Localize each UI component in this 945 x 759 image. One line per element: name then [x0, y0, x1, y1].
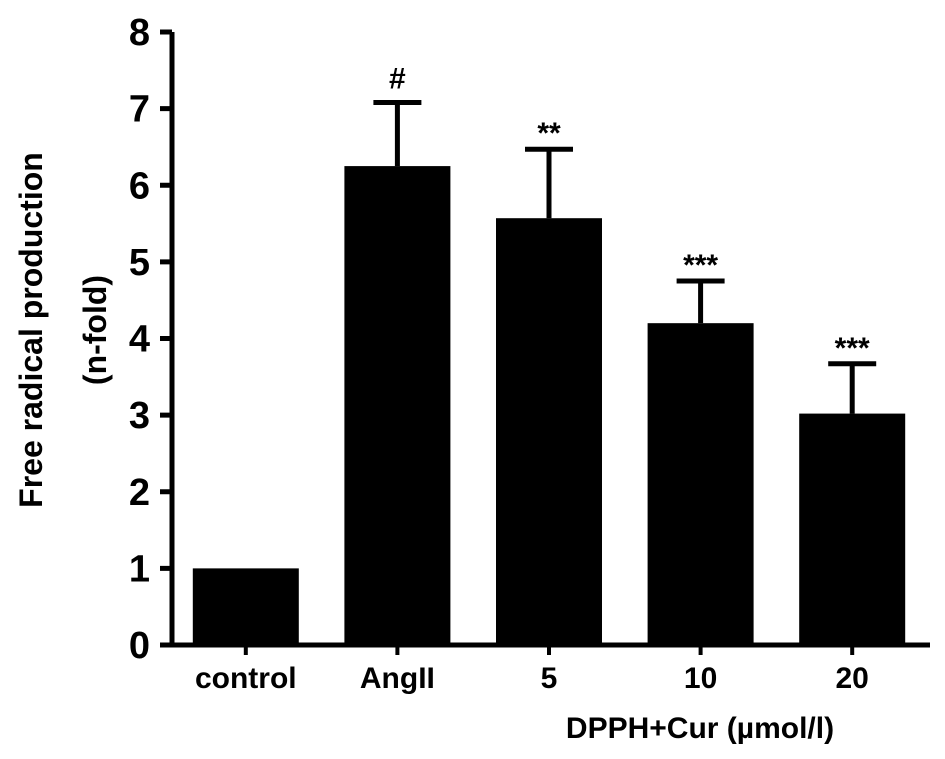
significance-marker: *** — [835, 332, 870, 365]
bar-20 — [799, 413, 906, 645]
x-tick-label: 5 — [541, 662, 558, 695]
significance-marker: # — [389, 62, 406, 95]
y-axis-label-line-2: (n-fold) — [77, 275, 113, 385]
y-tick-label: 0 — [129, 625, 150, 667]
y-tick-label: 4 — [129, 319, 150, 361]
bar-control — [192, 568, 299, 645]
bars — [192, 166, 906, 646]
significance-marker: *** — [683, 249, 718, 282]
y-axis-label-line-1: Free radical production — [13, 152, 49, 508]
bar-5 — [496, 218, 602, 646]
significance-marker: ** — [537, 117, 561, 150]
x-axis: control AngII 5 10 20 — [172, 642, 930, 695]
y-tick-label: 6 — [129, 165, 150, 207]
x-tick-label: AngII — [360, 662, 435, 695]
significance-annotations: #******** — [389, 62, 870, 364]
y-tick-label: 5 — [129, 242, 150, 284]
bar-angii — [344, 166, 451, 645]
y-axis: 0 1 2 3 4 5 6 7 8 — [129, 12, 175, 667]
error-bars — [373, 99, 877, 414]
x-axis-label: DPPH+Cur (µmol/l) — [566, 712, 834, 745]
y-tick-label: 3 — [129, 395, 150, 437]
y-tick-label: 8 — [129, 12, 150, 54]
x-tick-label: 20 — [836, 662, 869, 695]
y-tick-label: 7 — [129, 89, 150, 131]
y-tick-label: 2 — [129, 472, 150, 514]
x-tick-label: 10 — [684, 662, 717, 695]
y-tick-label: 1 — [129, 548, 150, 590]
x-tick-label: control — [195, 662, 297, 695]
bar-10 — [647, 323, 754, 645]
